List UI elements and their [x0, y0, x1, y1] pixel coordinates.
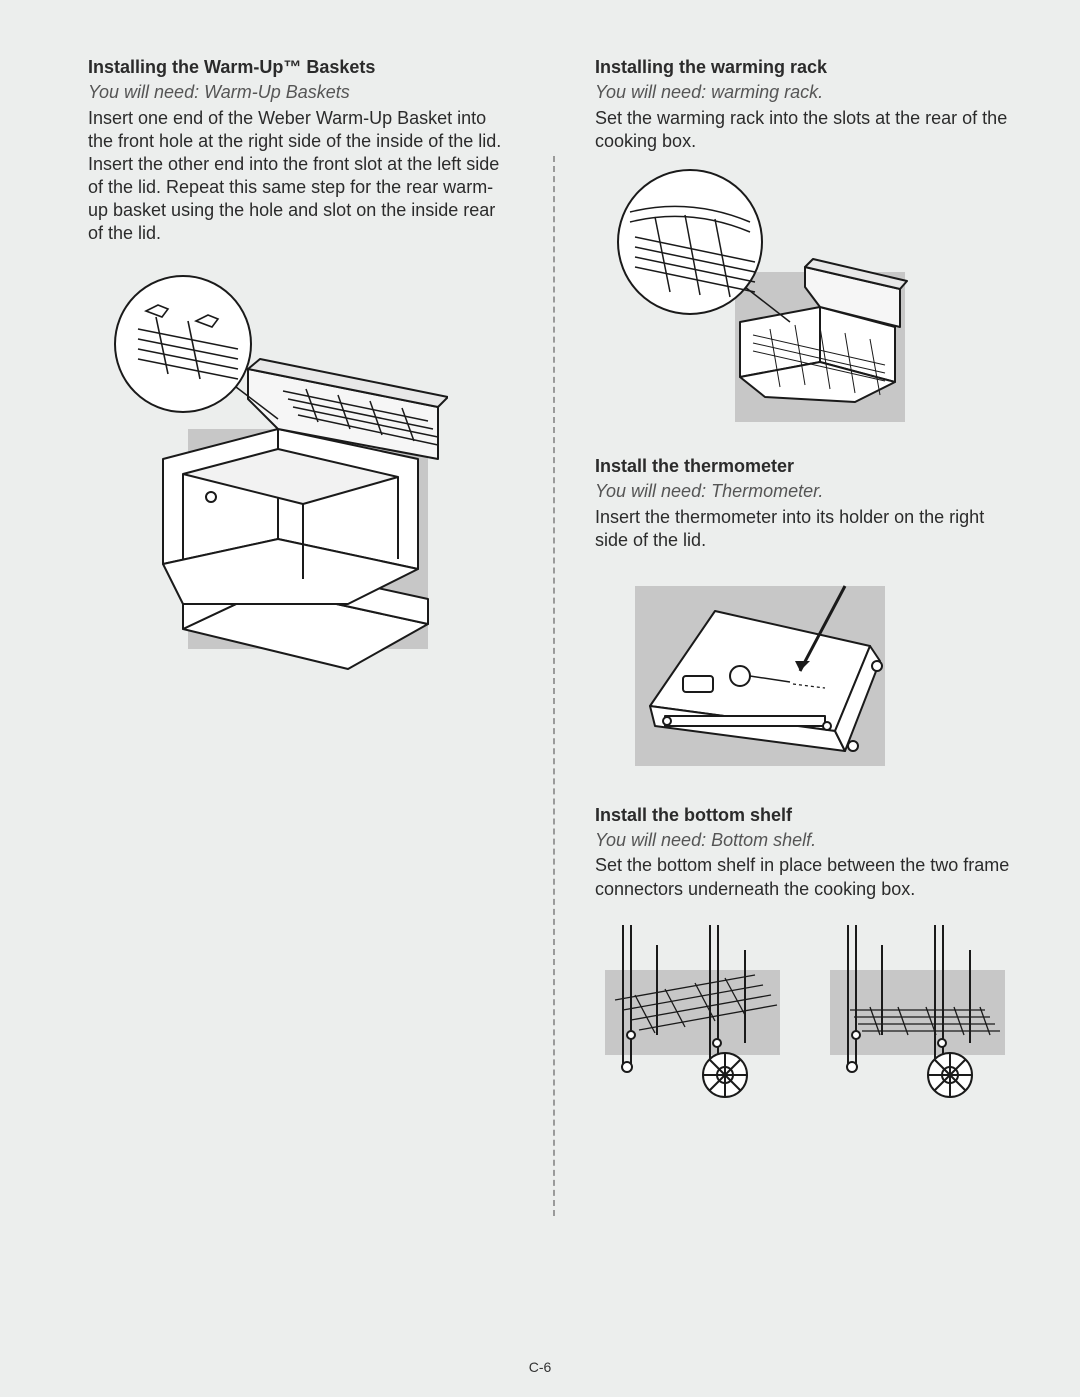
section-body: Set the bottom shelf in place between th… — [595, 854, 1020, 900]
materials-needed: You will need: Thermometer. — [595, 480, 1020, 503]
illustration-warmup-basket — [88, 259, 513, 679]
section-body: Insert one end of the Weber Warm-Up Bask… — [88, 107, 513, 245]
left-column: Installing the Warm-Up™ Baskets You will… — [88, 56, 513, 1216]
materials-needed: You will need: Warm-Up Baskets — [88, 81, 513, 104]
grill-lid-thermometer-icon — [595, 566, 895, 776]
section-bottom-shelf: Install the bottom shelf You will need: … — [595, 804, 1020, 1105]
materials-needed: You will need: warming rack. — [595, 81, 1020, 104]
cart-frame-step1-icon — [595, 915, 790, 1105]
section-heading: Installing the warming rack — [595, 56, 1020, 79]
right-column: Installing the warming rack You will nee… — [595, 56, 1020, 1216]
page-number: C-6 — [0, 1359, 1080, 1375]
section-warmup-baskets: Installing the Warm-Up™ Baskets You will… — [88, 56, 513, 679]
section-heading: Install the bottom shelf — [595, 804, 1020, 827]
manual-page: Installing the Warm-Up™ Baskets You will… — [0, 0, 1080, 1397]
section-warming-rack: Installing the warming rack You will nee… — [595, 56, 1020, 427]
illustration-thermometer — [595, 566, 1020, 776]
illustration-warming-rack — [595, 167, 1020, 427]
cart-frame-step2-icon — [820, 915, 1015, 1105]
materials-needed: You will need: Bottom shelf. — [595, 829, 1020, 852]
grill-box-open-lid-icon — [88, 259, 448, 679]
column-divider — [553, 156, 555, 1216]
section-heading: Installing the Warm-Up™ Baskets — [88, 56, 513, 79]
section-body: Set the warming rack into the slots at t… — [595, 107, 1020, 153]
section-thermometer: Install the thermometer You will need: T… — [595, 455, 1020, 776]
section-heading: Install the thermometer — [595, 455, 1020, 478]
section-body: Insert the thermometer into its holder o… — [595, 506, 1020, 552]
two-column-layout: Installing the Warm-Up™ Baskets You will… — [88, 56, 1020, 1216]
warming-rack-icon — [595, 167, 915, 427]
illustration-bottom-shelf — [595, 915, 1020, 1105]
